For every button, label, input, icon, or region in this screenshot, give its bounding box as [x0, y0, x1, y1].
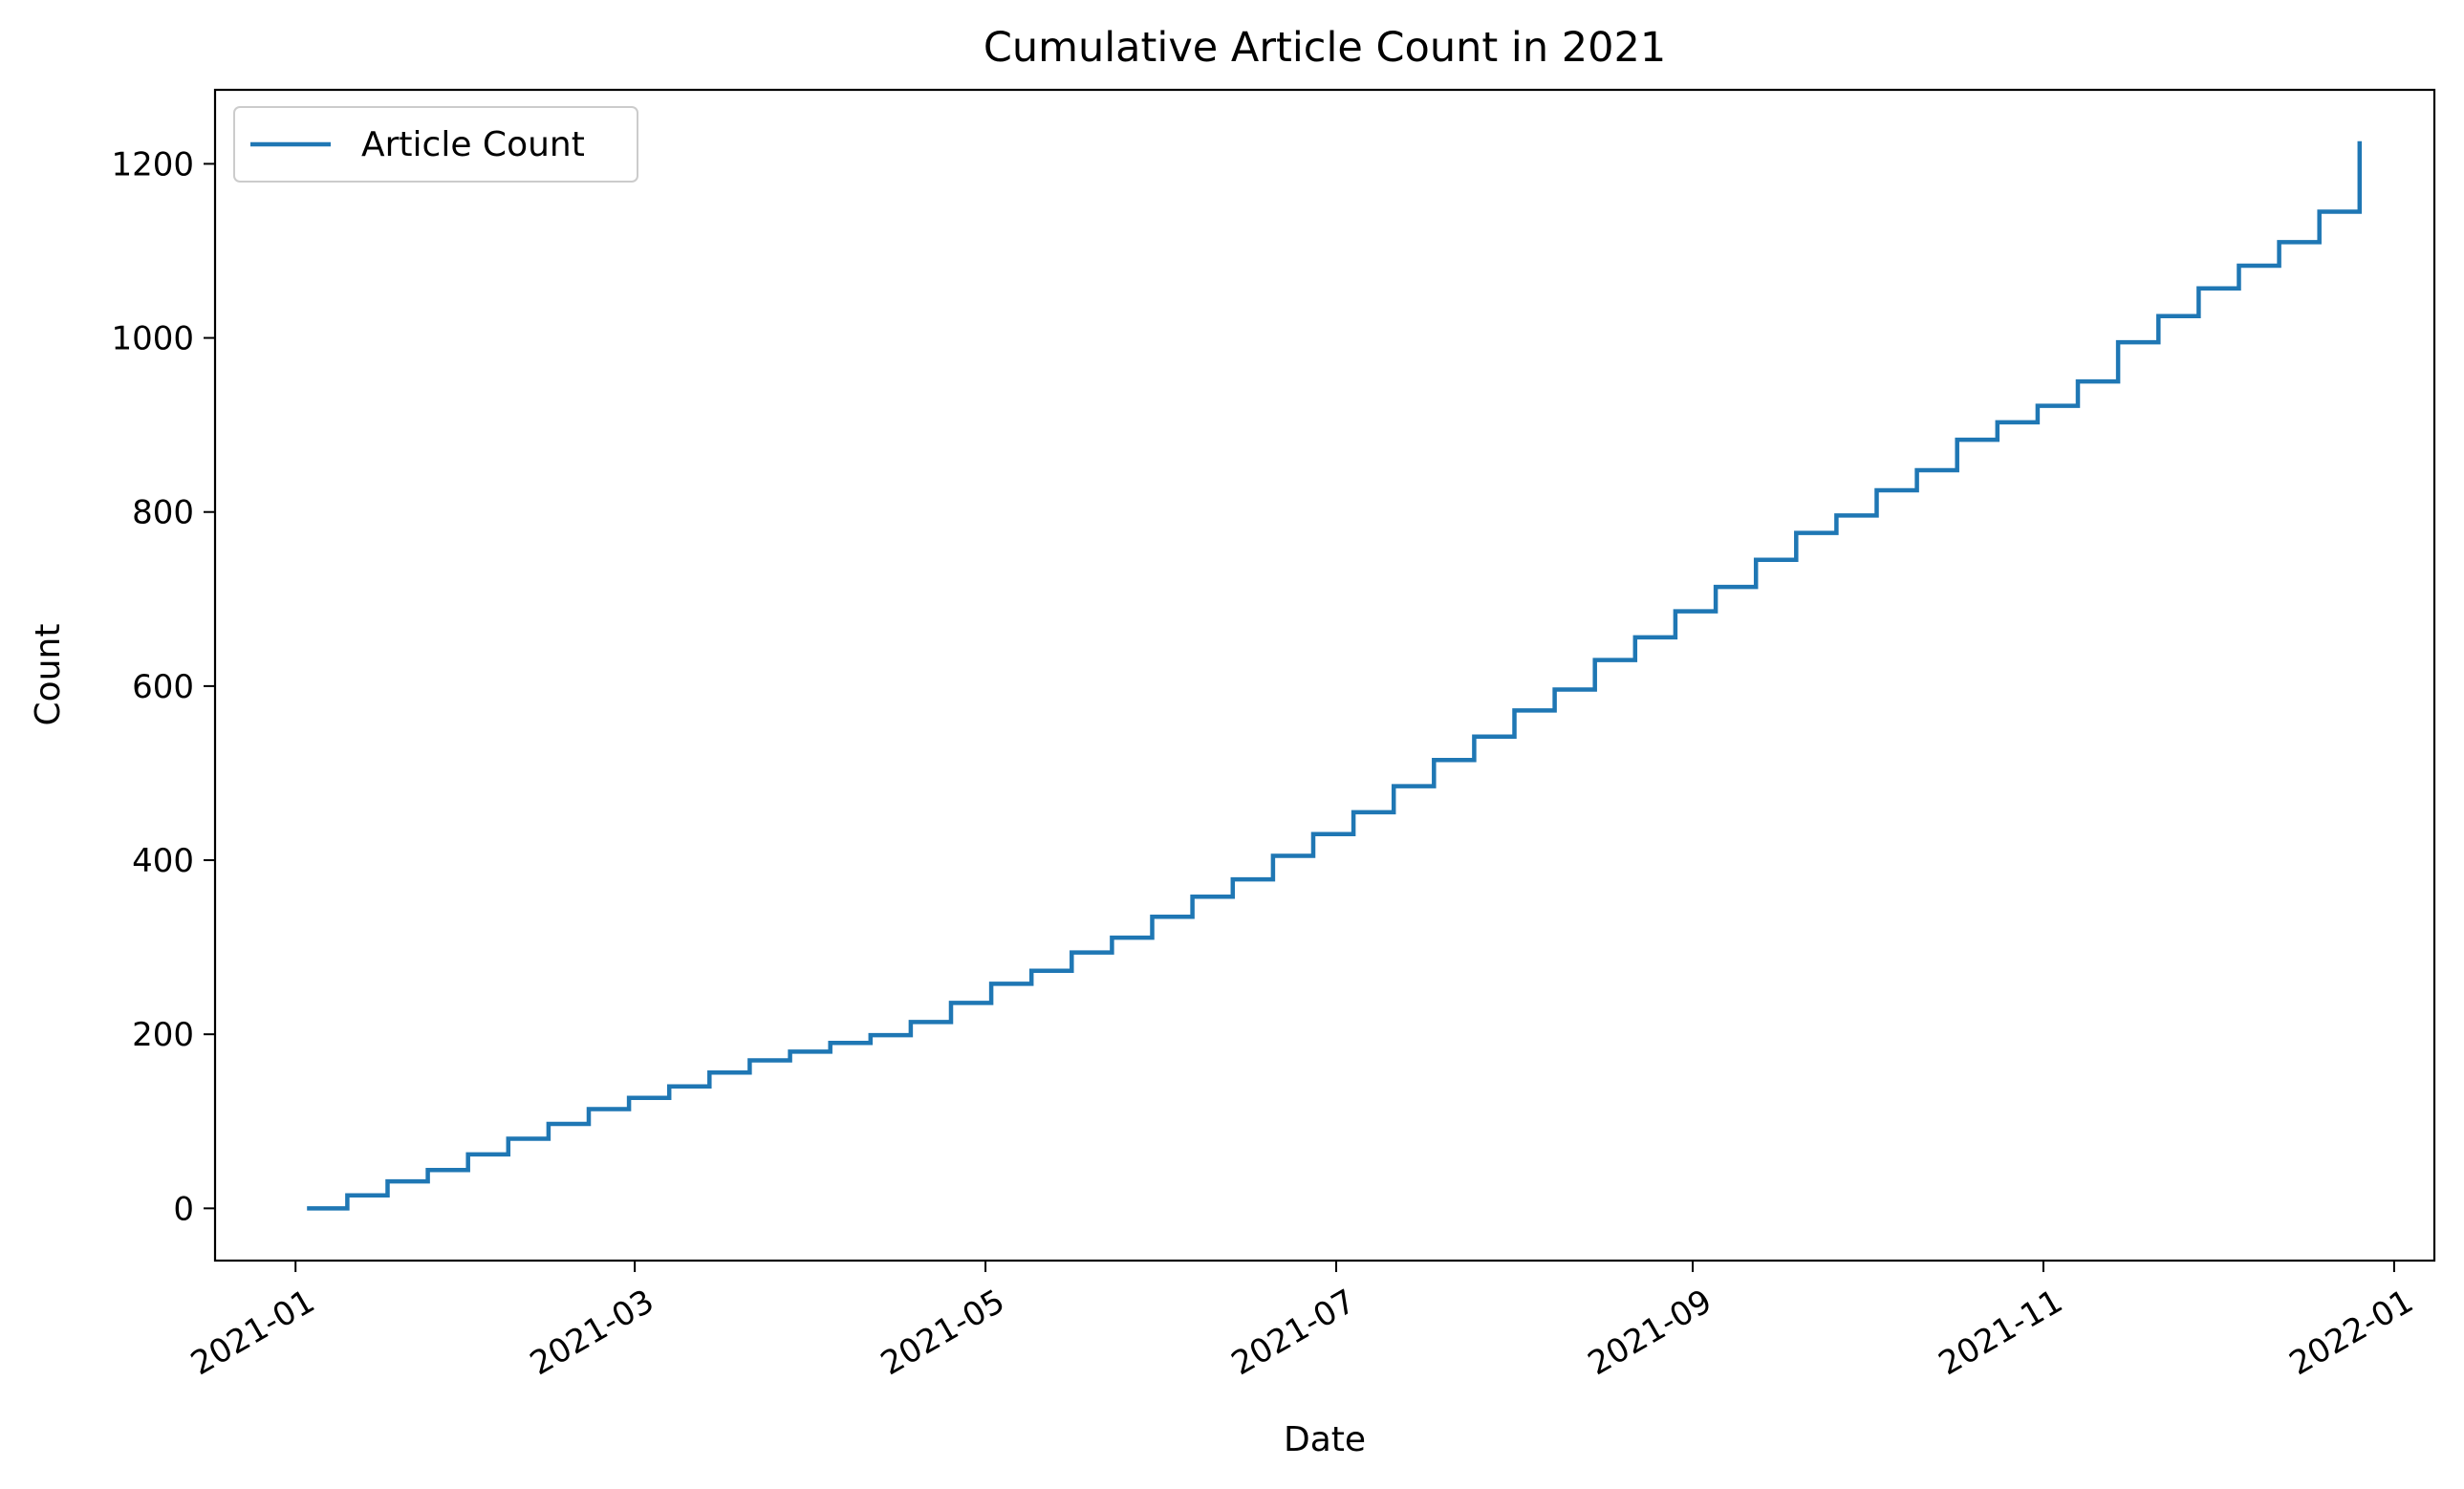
legend: Article Count — [233, 106, 638, 183]
y-axis: 0 200 400 600 800 1000 1200 — [111, 145, 215, 1228]
y-tick-label: 600 — [132, 668, 194, 706]
y-tick-label: 1000 — [111, 320, 194, 358]
plot-frame — [213, 88, 2436, 1262]
legend-label: Article Count — [361, 125, 585, 164]
series-line-article-count — [307, 140, 2363, 1211]
chart-title: Cumulative Article Count in 2021 — [983, 24, 1666, 72]
y-tick-label: 200 — [132, 1016, 194, 1054]
y-tick-label: 0 — [173, 1190, 194, 1228]
y-tick-label: 1200 — [111, 145, 194, 183]
legend-box — [233, 106, 638, 183]
y-axis-label: Count — [29, 624, 68, 726]
plot-area — [213, 88, 2436, 1262]
x-axis-label: Date — [1284, 1420, 1366, 1459]
y-tick-label: 800 — [132, 494, 194, 532]
y-tick-label: 400 — [132, 842, 194, 880]
